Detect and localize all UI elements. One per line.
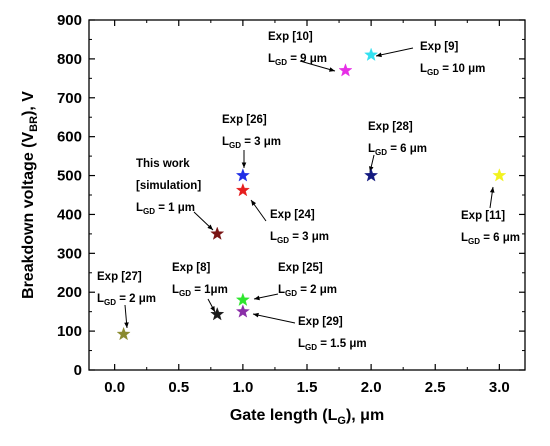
annotation-label-exp25: LGD = 2 μm [278, 284, 337, 298]
annotation-arrow-exp29 [252, 313, 296, 324]
data-point-exp29 [235, 304, 250, 318]
data-point-exp10 [338, 63, 353, 77]
x-axis-title: Gate length (LG), μm [230, 407, 384, 427]
annotation-label-exp8: Exp [8] [172, 262, 211, 274]
annotation-label-exp8: LGD = 1μm [172, 284, 228, 298]
annotation-arrowhead-exp10 [329, 67, 335, 72]
x-tick-label: 2.0 [361, 379, 382, 396]
annotation-arrowhead-thiswork [207, 224, 213, 230]
x-tick-label: 0.0 [104, 379, 125, 396]
annotation-label-exp24: LGD = 3 μm [270, 231, 329, 245]
annotation-arrowhead-exp11 [489, 187, 495, 193]
axis-titles-layer: Gate length (LG), μm Breakdown voltage (V… [20, 91, 384, 427]
annotation-arrow-exp10 [299, 60, 336, 72]
annotation-label-exp28: LGD = 6 μm [368, 143, 427, 157]
annotation-labels-layer: Exp [10] LGD = 9 μm Exp [9] LGD = 10 μm Exp … [97, 31, 520, 352]
annotation-arrowhead-exp29 [253, 312, 259, 318]
y-tick-label: 800 [57, 51, 82, 68]
x-tick-label: 1.0 [232, 379, 253, 396]
annotation-arrowhead-exp26 [241, 162, 247, 168]
data-point-exp8 [210, 307, 225, 321]
annotation-label-exp27: Exp [27] [97, 271, 142, 283]
annotation-label-thiswork: This work [136, 158, 190, 170]
annotation-label-exp9: LGD = 10 μm [420, 63, 485, 77]
y-tick-label: 200 [57, 284, 82, 301]
x-tick-label: 1.5 [297, 379, 318, 396]
annotation-label-exp28: Exp [28] [368, 121, 413, 133]
annotation-label-exp29: Exp [29] [298, 316, 343, 328]
y-tick-label: 500 [57, 168, 82, 185]
annotation-label-exp24: Exp [24] [270, 209, 315, 221]
data-point-exp26 [235, 168, 250, 182]
data-point-exp24 [235, 182, 250, 197]
x-tick-label: 2.5 [425, 379, 446, 396]
annotation-label-thiswork: LGD = 1 μm [136, 202, 195, 216]
annotation-label-exp25: Exp [25] [278, 262, 323, 274]
data-point-exp11 [492, 168, 507, 182]
annotation-arrowhead-exp27 [124, 322, 129, 328]
axes-layer: 0.0 0.5 1.0 1.5 2.0 2.5 3.0 0 100 200 300 400 500 600… [57, 12, 526, 396]
annotation-label-exp10: Exp [10] [268, 31, 313, 43]
x-tick-label: 3.0 [489, 379, 510, 396]
y-tick-label: 900 [57, 12, 82, 29]
annotation-arrowhead-exp8 [210, 306, 215, 312]
data-point-exp27 [116, 326, 131, 341]
y-axis-title: Breakdown voltage (VBR), V [20, 91, 40, 299]
data-point-thiswork [210, 226, 225, 240]
data-point-exp28 [364, 168, 379, 182]
y-tick-label: 100 [57, 323, 82, 340]
annotation-label-exp26: Exp [26] [222, 114, 267, 126]
annotation-arrowhead-exp9 [376, 52, 382, 58]
data-point-exp9 [364, 47, 379, 61]
annotation-arrow-exp9 [375, 47, 414, 57]
annotation-label-exp10: LGD = 9 μm [268, 53, 327, 67]
data-points-layer [116, 47, 507, 341]
annotation-label-exp29: LGD = 1.5 μm [298, 338, 367, 352]
x-tick-label: 0.5 [168, 379, 189, 396]
annotation-label-exp9: Exp [9] [420, 41, 459, 53]
annotation-arrowhead-exp25 [254, 295, 260, 301]
data-point-exp25 [235, 292, 250, 306]
y-tick-label: 400 [57, 206, 82, 223]
y-tick-label: 0 [74, 362, 82, 379]
annotation-label-exp26: LGD = 3 μm [222, 136, 281, 150]
annotation-arrows-layer [124, 47, 495, 329]
annotation-label-exp27: LGD = 2 μm [97, 293, 156, 307]
annotation-label-exp11: LGD = 6 μm [461, 232, 520, 246]
annotation-label-thiswork: [simulation] [136, 180, 201, 192]
annotation-label-exp11: Exp [11] [461, 210, 505, 222]
y-tick-label: 600 [57, 129, 82, 146]
annotation-arrowhead-exp24 [251, 200, 257, 206]
y-tick-label: 300 [57, 245, 82, 262]
y-tick-label: 700 [57, 90, 82, 107]
